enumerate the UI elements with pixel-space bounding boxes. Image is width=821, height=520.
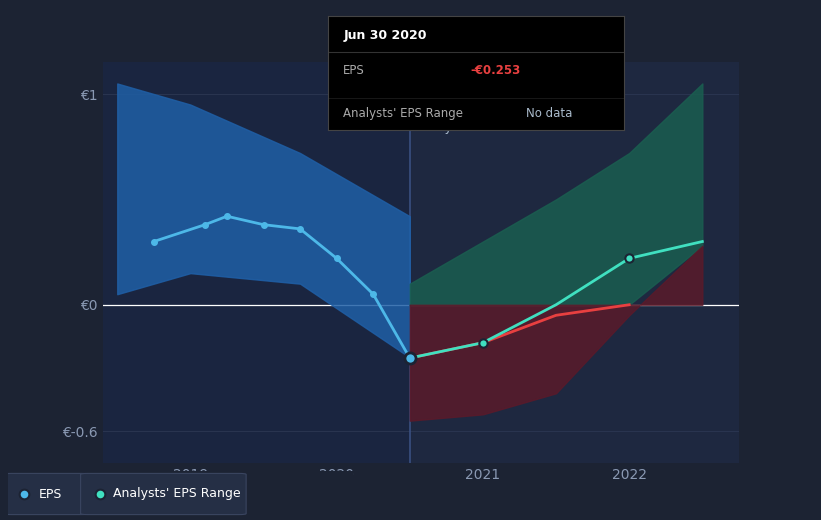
Text: Analysts Forecasts: Analysts Forecasts: [417, 122, 534, 135]
Text: Analysts' EPS Range: Analysts' EPS Range: [113, 488, 241, 500]
Text: EPS: EPS: [39, 488, 62, 500]
Bar: [103, 62, 410, 463]
Text: Jun 30 2020: Jun 30 2020: [343, 29, 427, 42]
Text: No data: No data: [526, 107, 573, 120]
Text: -€0.253: -€0.253: [470, 63, 521, 76]
FancyBboxPatch shape: [80, 473, 246, 515]
FancyBboxPatch shape: [5, 473, 88, 515]
Text: Analysts' EPS Range: Analysts' EPS Range: [343, 107, 463, 120]
Text: Actual: Actual: [363, 122, 407, 135]
Text: EPS: EPS: [343, 63, 365, 76]
